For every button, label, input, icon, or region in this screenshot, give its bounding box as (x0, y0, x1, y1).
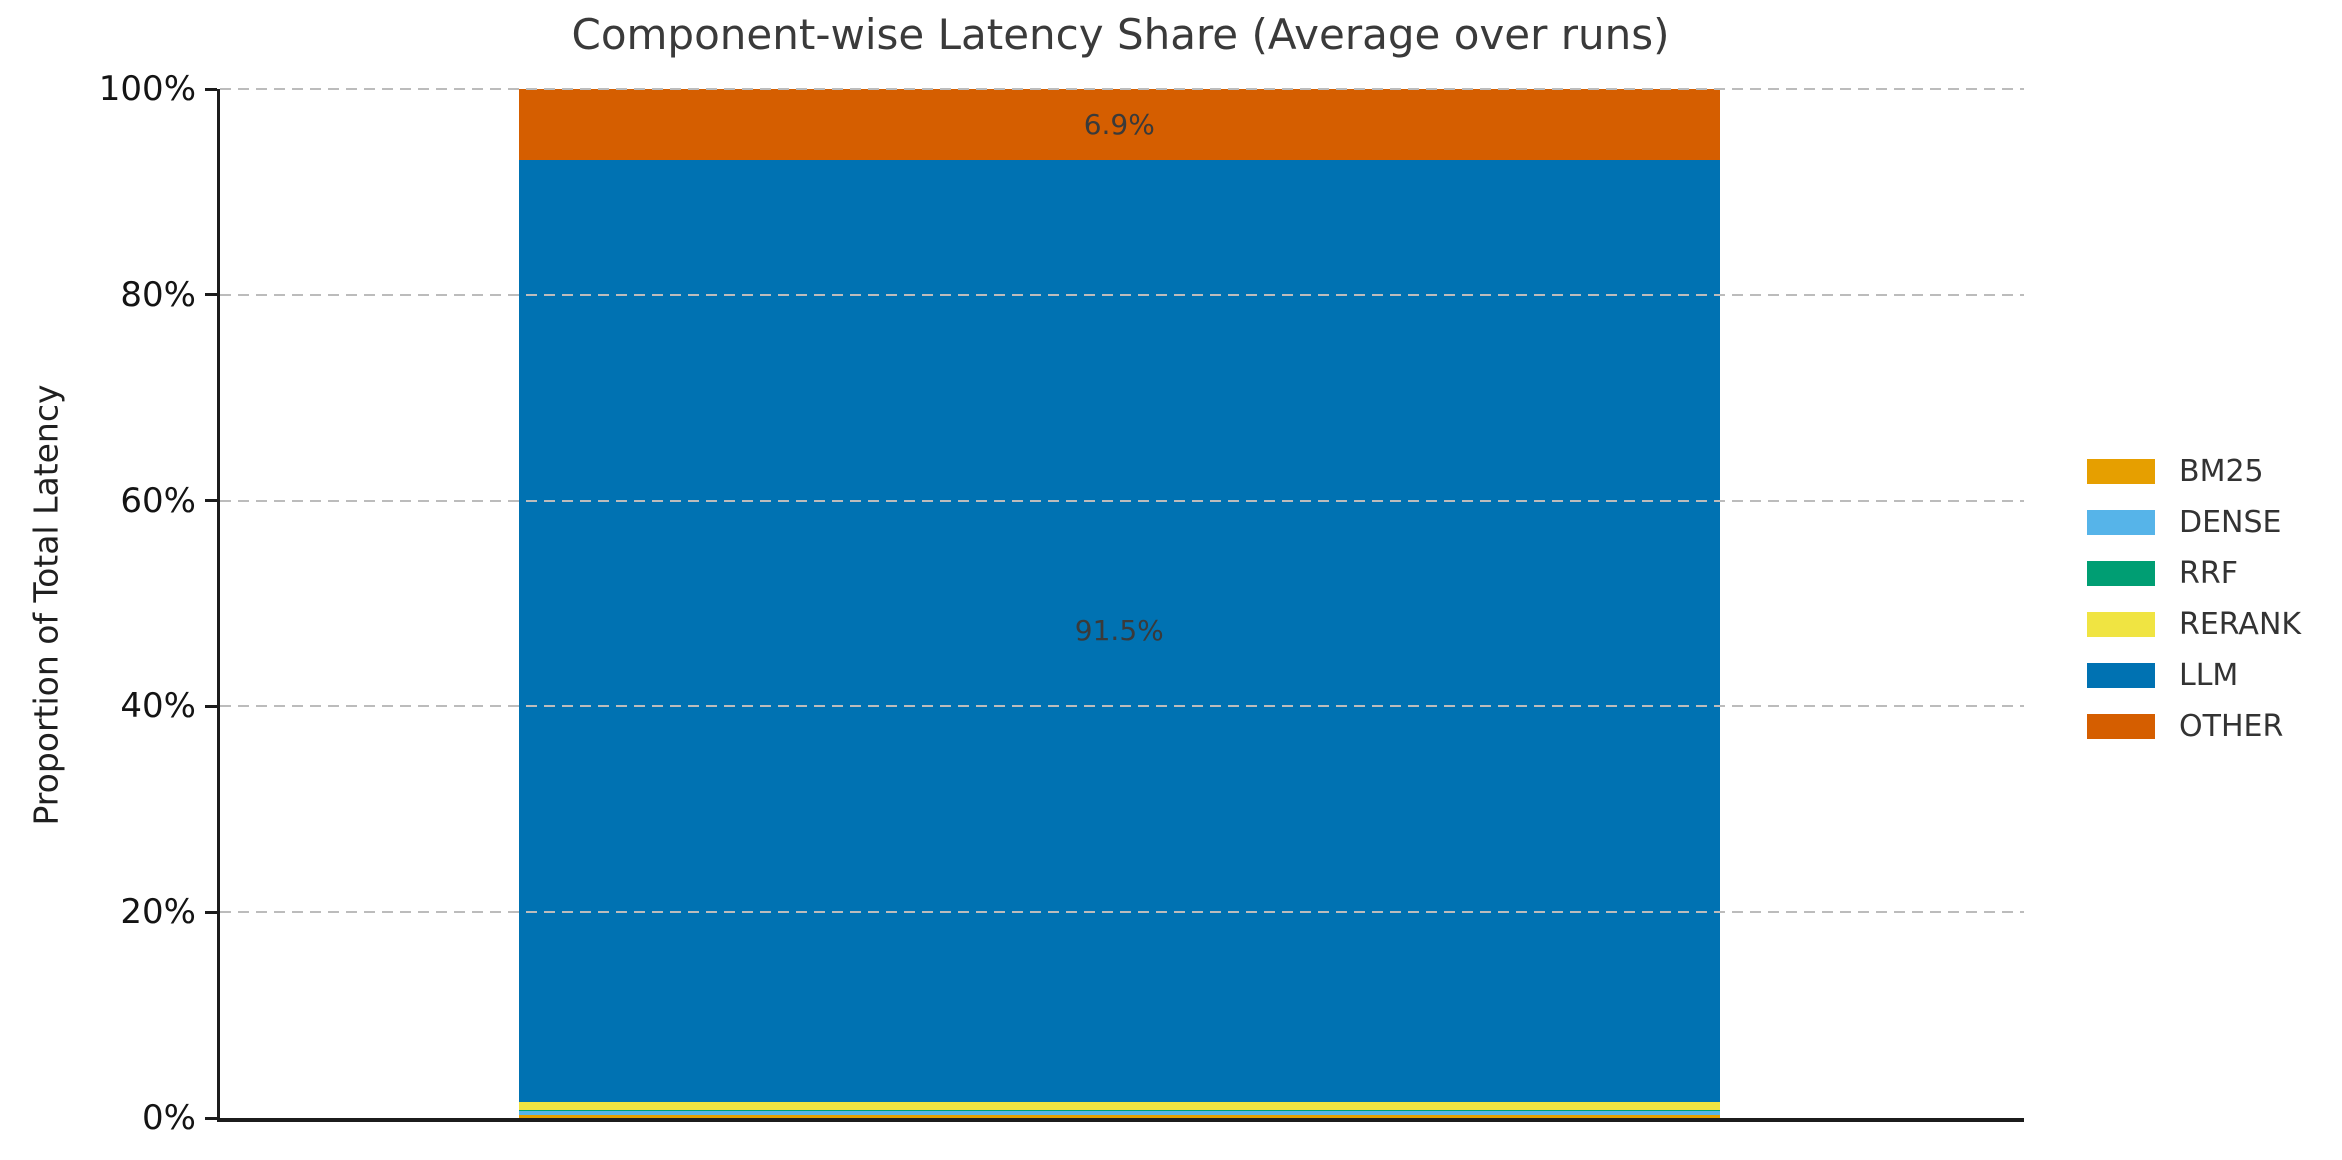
bar-segment-llm (518, 160, 1720, 1102)
gridline-100 (220, 88, 2024, 90)
y-tick-mark-0 (205, 1116, 217, 1120)
legend-item-rerank: RERANK (2087, 605, 2301, 643)
y-tick-label-60: 60% (120, 480, 196, 521)
y-tick-label-0: 0% (142, 1098, 196, 1138)
legend-item-other: OTHER (2087, 707, 2301, 745)
gridline-80 (220, 293, 2024, 296)
bar-value-label-other: 6.9% (1083, 107, 1155, 141)
y-tick-label-20: 20% (120, 892, 196, 933)
legend-label-rerank: RERANK (2179, 606, 2302, 642)
legend-label-dense: DENSE (2179, 504, 2282, 540)
legend-swatch-icon-llm (2087, 662, 2155, 688)
plot-area: 91.5% 6.9% 0% 20% 40% 60% 80% 100% (99, 69, 2024, 1138)
legend-item-rrf: RRF (2087, 554, 2301, 592)
y-tick-mark-100 (205, 87, 217, 91)
legend-label-llm: LLM (2179, 657, 2239, 693)
legend-item-bm25: BM25 (2087, 452, 2301, 490)
gridline-60 (220, 499, 2024, 502)
bar-segment-rerank (518, 1101, 1720, 1110)
bar-segment-other (518, 89, 1720, 161)
legend: BM25 DENSE RRF RERANK LLM OTHER (2087, 452, 2301, 745)
y-tick-mark-40 (205, 704, 217, 708)
legend-swatch-icon-other (2087, 713, 2155, 739)
y-tick-label-40: 40% (120, 686, 196, 727)
bar-value-label-llm: 91.5% (1074, 613, 1164, 647)
bar-segment-bm25 (518, 1114, 1720, 1118)
legend-swatch-icon-rerank (2087, 611, 2155, 637)
chart-title: Component-wise Latency Share (Average ov… (571, 10, 1670, 59)
legend-swatch-icon-dense (2087, 509, 2155, 535)
y-tick-label-100: 100% (98, 69, 196, 109)
legend-swatch-icon-rrf (2087, 560, 2155, 586)
bar-segment-dense (518, 1110, 1720, 1115)
legend-item-llm: LLM (2087, 656, 2301, 694)
gridline-20 (220, 911, 2024, 914)
legend-swatch-icon-bm25 (2087, 458, 2155, 484)
legend-label-rrf: RRF (2179, 555, 2238, 591)
y-tick-label-80: 80% (120, 274, 196, 315)
y-tick-mark-80 (205, 293, 217, 297)
y-tick-mark-60 (205, 499, 217, 503)
stacked-bar: 91.5% 6.9% (518, 89, 1720, 1118)
legend-label-other: OTHER (2179, 708, 2284, 744)
y-tick-mark-20 (205, 910, 217, 914)
legend-item-dense: DENSE (2087, 503, 2301, 541)
legend-label-bm25: BM25 (2179, 453, 2264, 489)
gridline-40 (220, 705, 2024, 708)
y-axis-label: Proportion of Total Latency (26, 384, 66, 826)
